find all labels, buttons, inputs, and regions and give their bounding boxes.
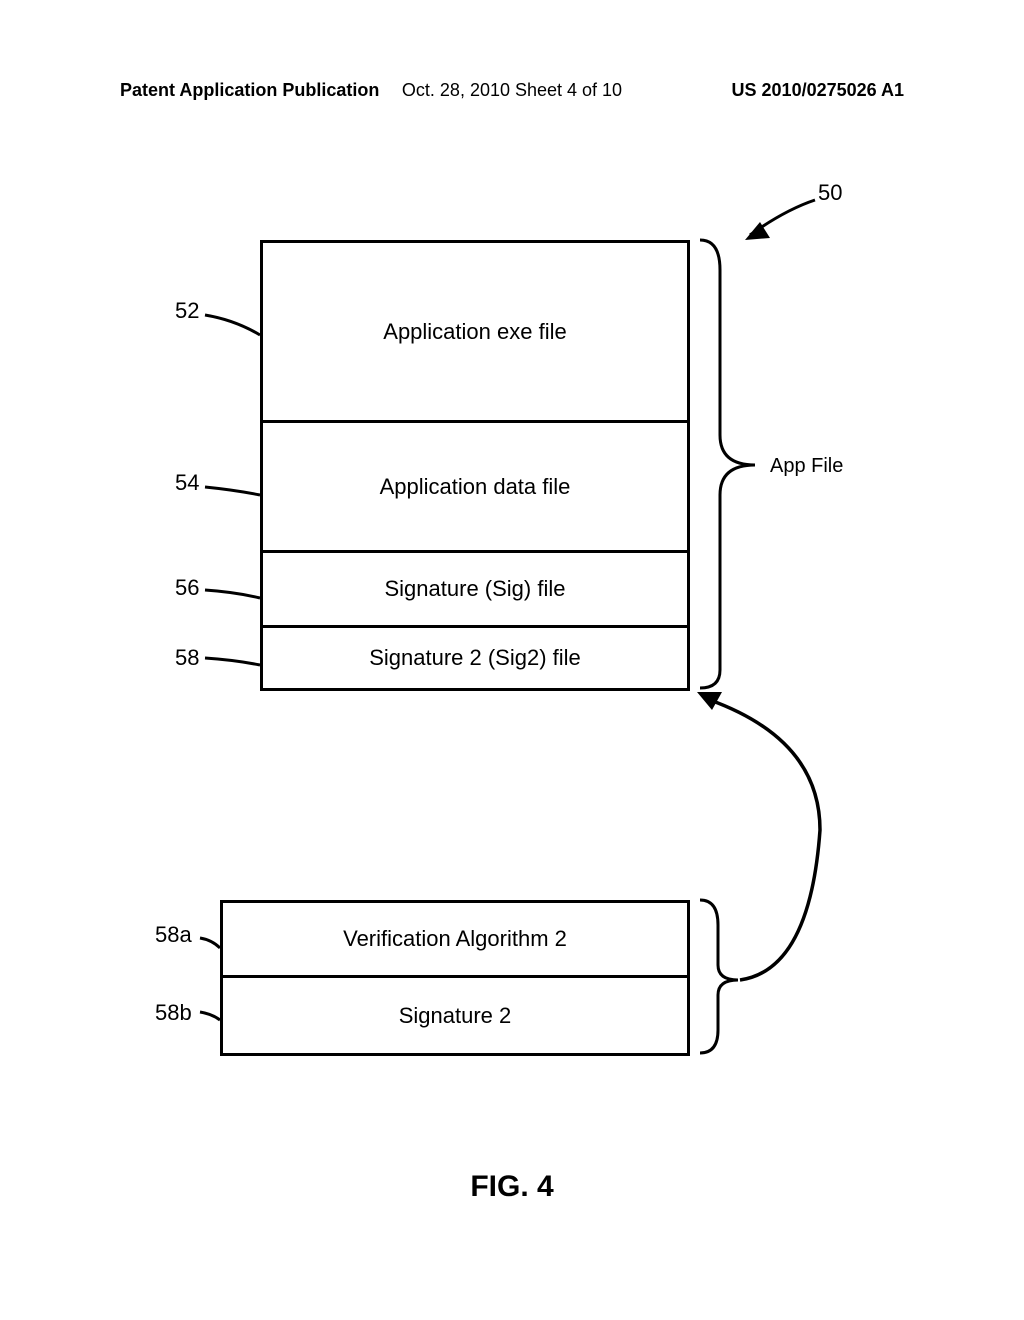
ref-54: 54 [175, 470, 199, 496]
row-verification: Verification Algorithm 2 [223, 903, 687, 978]
ref-52: 52 [175, 298, 199, 324]
row-signature2: Signature 2 [223, 978, 687, 1053]
row-exe: Application exe file [263, 243, 687, 423]
header-center: Oct. 28, 2010 Sheet 4 of 10 [402, 80, 622, 101]
ref-50: 50 [818, 180, 842, 206]
row-sig2: Signature 2 (Sig2) file [263, 628, 687, 688]
ref-56: 56 [175, 575, 199, 601]
header-left: Patent Application Publication [120, 80, 379, 101]
row-sig: Signature (Sig) file [263, 553, 687, 628]
figure-diagram: Application exe file Application data fi… [0, 180, 1024, 1180]
ref-58b: 58b [155, 1000, 192, 1026]
row-data: Application data file [263, 423, 687, 553]
sig2-detail-table: Verification Algorithm 2 Signature 2 [220, 900, 690, 1056]
app-file-label: App File [770, 455, 843, 478]
page-header: Patent Application Publication Oct. 28, … [0, 80, 1024, 101]
app-file-table: Application exe file Application data fi… [260, 240, 690, 691]
ref-58a: 58a [155, 922, 192, 948]
ref-58: 58 [175, 645, 199, 671]
figure-label: FIG. 4 [470, 1170, 553, 1204]
header-right: US 2010/0275026 A1 [732, 80, 904, 101]
